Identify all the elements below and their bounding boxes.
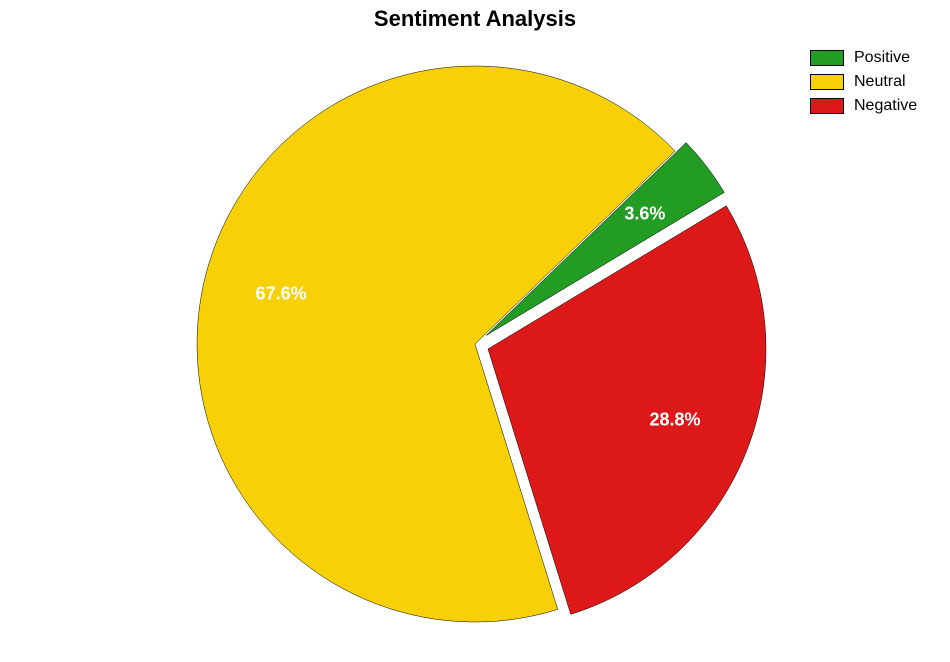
legend-label-negative: Negative bbox=[854, 97, 917, 115]
legend-item-positive: Positive bbox=[810, 46, 917, 70]
legend-item-negative: Negative bbox=[810, 94, 917, 118]
sentiment-pie-chart: Sentiment Analysis 3.6% 67.6% 28.8% Posi… bbox=[0, 0, 950, 662]
pie-svg bbox=[0, 0, 950, 662]
legend-swatch-neutral bbox=[810, 74, 844, 90]
legend-swatch-negative bbox=[810, 98, 844, 114]
slice-label-negative: 28.8% bbox=[650, 410, 701, 431]
legend-label-positive: Positive bbox=[854, 49, 910, 67]
slice-label-positive: 3.6% bbox=[624, 203, 665, 224]
legend-item-neutral: Neutral bbox=[810, 70, 917, 94]
legend: Positive Neutral Negative bbox=[810, 46, 917, 118]
slice-label-neutral: 67.6% bbox=[256, 284, 307, 305]
legend-swatch-positive bbox=[810, 50, 844, 66]
legend-label-neutral: Neutral bbox=[854, 73, 906, 91]
